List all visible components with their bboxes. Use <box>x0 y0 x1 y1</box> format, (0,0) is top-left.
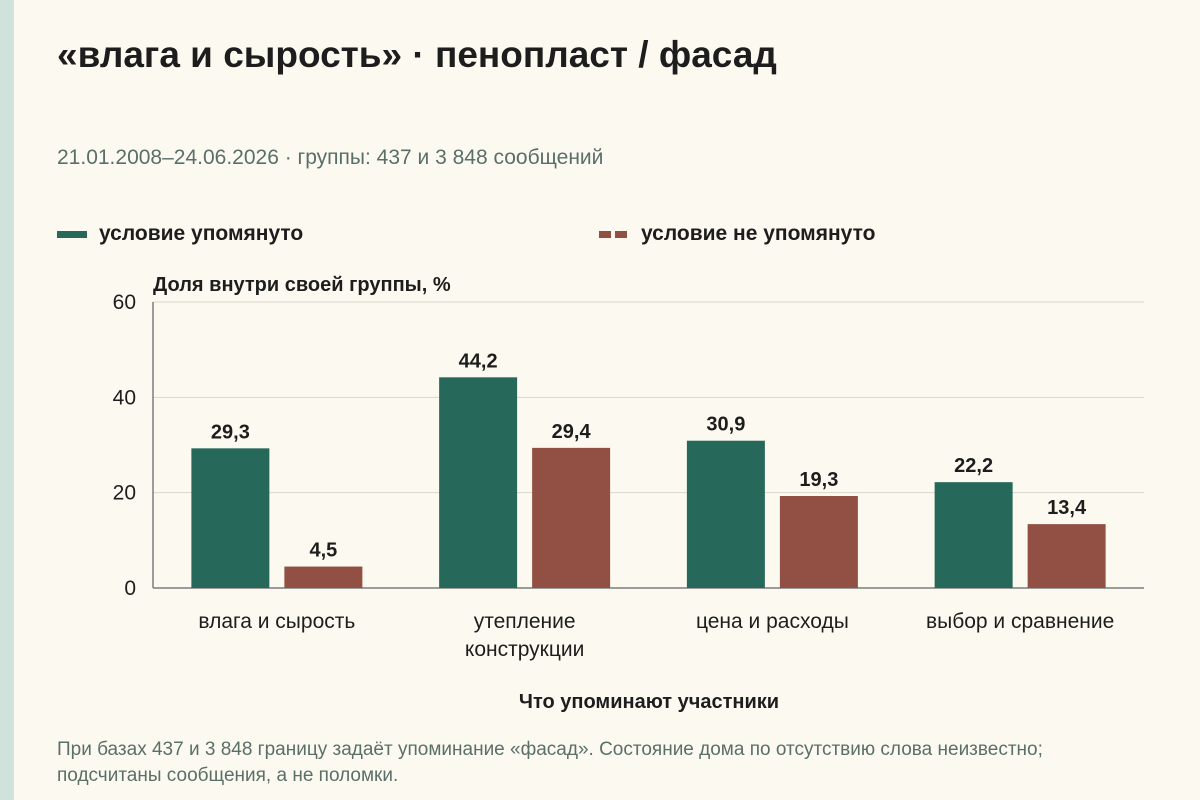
data-label-mentioned: 22,2 <box>954 455 993 477</box>
legend-swatch-mentioned <box>57 230 87 238</box>
x-tick-label: утепление <box>474 610 576 633</box>
side-accent-strip <box>0 0 14 800</box>
data-label-not-mentioned: 4,5 <box>309 540 337 562</box>
x-tick-label: выбор и сравнение <box>926 610 1114 633</box>
x-axis-title: Что упоминают участники <box>519 691 779 713</box>
y-axis-title: Доля внутри своей группы, % <box>153 274 451 296</box>
data-label-not-mentioned: 19,3 <box>799 469 838 491</box>
legend-item-mentioned: условие упомянуто <box>57 220 303 248</box>
y-tick-label: 20 <box>113 482 136 505</box>
chart-title: «влага и сырость» · пенопласт / фасад <box>57 34 777 75</box>
legend-swatch-not-mentioned <box>599 230 629 238</box>
y-tick-label: 0 <box>124 577 136 600</box>
bar-mentioned <box>439 377 518 588</box>
data-label-not-mentioned: 29,4 <box>552 421 592 443</box>
bar-mentioned <box>191 448 270 588</box>
legend-label-mentioned: условие упомянуто <box>99 222 304 245</box>
bar-not-mentioned <box>284 566 363 588</box>
data-label-mentioned: 29,3 <box>211 421 250 443</box>
x-tick-label: влага и сырость <box>198 610 355 633</box>
bar-mentioned <box>686 440 765 588</box>
bar-mentioned <box>934 482 1013 588</box>
bar-not-mentioned <box>1027 524 1106 588</box>
data-label-not-mentioned: 13,4 <box>1047 497 1087 519</box>
x-tick-label: конструкции <box>465 638 584 661</box>
chart-subtitle: 21.01.2008–24.06.2026 · группы: 437 и 3 … <box>57 146 604 169</box>
data-label-mentioned: 44,2 <box>459 350 498 372</box>
y-tick-label: 40 <box>113 386 136 409</box>
data-label-mentioned: 30,9 <box>706 414 745 436</box>
bar-not-mentioned <box>779 496 858 588</box>
bar-not-mentioned <box>532 447 611 588</box>
y-tick-label: 60 <box>113 291 136 314</box>
legend-label-not-mentioned: условие не упомянуто <box>641 222 876 245</box>
legend-item-not-mentioned: условие не упомянуто <box>599 220 875 248</box>
footnote: При базах 437 и 3 848 границу задаёт упо… <box>57 739 1043 786</box>
x-tick-label: цена и расходы <box>696 610 849 633</box>
